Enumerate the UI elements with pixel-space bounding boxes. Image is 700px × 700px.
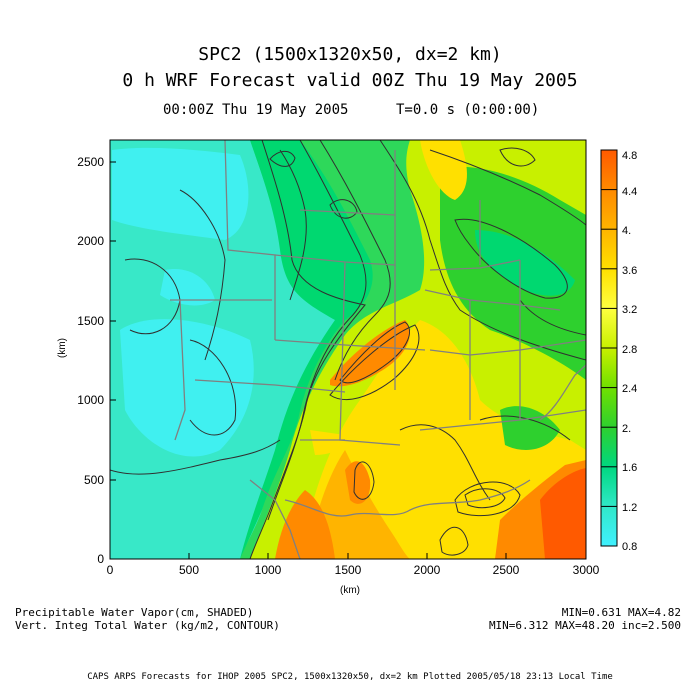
y-tick-label: 0 <box>97 552 104 566</box>
footer-credits: CAPS ARPS Forecasts for IHOP 2005 SPC2, … <box>87 672 613 682</box>
shaded-field-stats: MIN=0.631 MAX=4.82 <box>562 606 681 619</box>
colorbar-tick-label: 1.6 <box>622 462 637 474</box>
x-tick-label: 1500 <box>335 563 362 577</box>
y-tick-label: 2000 <box>77 234 104 248</box>
colorbar-tick-label: 4. <box>622 225 631 237</box>
colorbar-tick-label: 2.8 <box>622 344 637 356</box>
y-axis-label: (km) <box>57 338 68 358</box>
y-tick-label: 500 <box>84 473 104 487</box>
x-tick-label: 1000 <box>255 563 282 577</box>
colorbar-tick-label: 2. <box>622 423 631 435</box>
plot-title: SPC2 (1500x1320x50, dx=2 km) <box>198 44 502 65</box>
x-tick-label: 500 <box>179 563 199 577</box>
x-axis-label: (km) <box>340 585 360 596</box>
shaded-field-label: Precipitable Water Vapor(cm, SHADED) <box>15 606 253 619</box>
total-water-contours <box>110 140 586 559</box>
colorbar-tick-label: 3.6 <box>622 265 637 277</box>
colorbar: 4.8 4.4 4. 3.6 3.2 2.8 2.4 2. 1.6 1.2 0.… <box>600 149 637 553</box>
x-tick-label: 2000 <box>414 563 441 577</box>
colorbar-tick-label: 2.4 <box>622 383 637 395</box>
y-tick-label: 1500 <box>77 314 104 328</box>
y-tick-label: 1000 <box>77 393 104 407</box>
colorbar-tick-label: 3.2 <box>622 304 637 316</box>
x-tick-label: 3000 <box>573 563 600 577</box>
state-boundaries <box>170 140 586 559</box>
contour-field-label: Vert. Integ Total Water (kg/m2, CONTOUR) <box>15 619 280 632</box>
contour-field-stats: MIN=6.312 MAX=48.20 inc=2.500 <box>489 619 681 632</box>
valid-time: 00:00Z Thu 19 May 2005 <box>163 102 349 118</box>
axis-ticks <box>109 161 587 560</box>
colorbar-tick-label: 0.8 <box>622 541 637 553</box>
model-time: T=0.0 s (0:00:00) <box>396 102 540 118</box>
plot-subtitle: 0 h WRF Forecast valid 00Z Thu 19 May 20… <box>122 70 578 91</box>
colorbar-tick-label: 4.8 <box>622 150 637 162</box>
pwv-shading <box>110 140 586 559</box>
colorbar-tick-label: 4.4 <box>622 186 637 198</box>
x-tick-label: 0 <box>107 563 114 577</box>
colorbar-tick-label: 1.2 <box>622 502 637 514</box>
x-tick-label: 2500 <box>493 563 520 577</box>
y-tick-label: 2500 <box>77 155 104 169</box>
